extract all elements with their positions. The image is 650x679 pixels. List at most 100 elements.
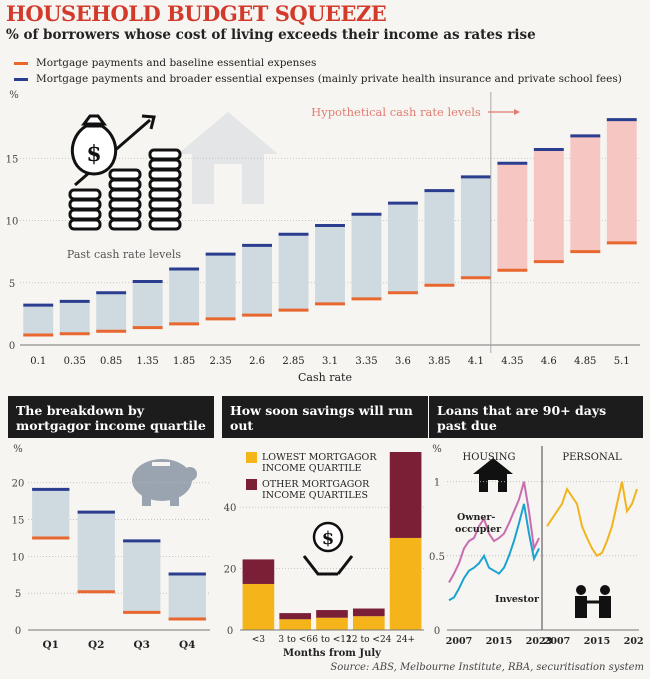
- y-axis-label: %: [9, 90, 19, 101]
- x-tick-label: <3: [252, 635, 266, 645]
- bar-range: [23, 305, 54, 336]
- y-tick-label: 5: [9, 279, 15, 290]
- hypothetical-arrow-head: [514, 109, 520, 115]
- x-tick-label: 2007: [544, 636, 570, 647]
- y-tick-label: 40: [224, 503, 237, 514]
- x-tick-label: 24+: [396, 635, 415, 645]
- series-line: [448, 503, 540, 602]
- arrears-panel-title: Loans that are 90+ days past due: [429, 396, 643, 438]
- page-subtitle: % of borrowers whose cost of living exce…: [6, 27, 536, 43]
- bar-other-quartiles: [316, 610, 348, 618]
- bar-range: [460, 176, 491, 278]
- y-tick-label: 1: [434, 478, 440, 489]
- x-tick-label: 0.35: [64, 356, 86, 367]
- y-tick-label: 5: [15, 589, 21, 600]
- x-tick-label: 5.1: [614, 356, 630, 367]
- source-note: Source: ABS, Melbourne Institute, RBA, s…: [330, 662, 644, 673]
- bar-range: [278, 234, 309, 311]
- x-tick-label: 0.85: [100, 356, 122, 367]
- x-axis-label: Cash rate: [298, 371, 352, 384]
- personal-label: PERSONAL: [562, 452, 622, 463]
- x-tick-label: 1.35: [137, 356, 159, 367]
- x-tick-label: 3 to <6: [278, 635, 312, 645]
- bar-lowest-quartile: [352, 616, 385, 630]
- quartile-chart: 0 5 10 15 20% Q1 Q2 Q3 Q4: [12, 444, 210, 651]
- bar-range: [387, 203, 418, 293]
- x-tick-label: 4.6: [541, 356, 557, 367]
- x-tick-label: Q3: [134, 639, 150, 651]
- bar-other-quartiles: [389, 452, 422, 538]
- bar-range: [59, 301, 90, 334]
- x-tick-label: 1.85: [173, 356, 195, 367]
- house-small-icon: [473, 458, 513, 492]
- x-tick-label: Q2: [88, 639, 104, 651]
- savings-panel-title: How soon savings will run out: [222, 396, 428, 438]
- piggy-bank-icon: [132, 459, 197, 506]
- x-tick-label: 2023: [526, 636, 552, 647]
- x-tick-label: 2.6: [249, 356, 265, 367]
- legend-baseline: Mortgage payments and baseline essential…: [14, 57, 316, 69]
- x-tick-label: 3.35: [355, 356, 377, 367]
- bar-range: [242, 245, 273, 316]
- y-tick-label: 15: [6, 154, 19, 165]
- x-tick-label: 2015: [584, 636, 610, 647]
- bar-lowest-quartile: [242, 583, 275, 630]
- money-bag-icon: $: [70, 114, 118, 176]
- y-tick-label: 0.5: [429, 552, 445, 563]
- owner-label-1: Owner-: [457, 512, 495, 523]
- x-tick-label: 2015: [486, 636, 512, 647]
- y-tick-label: 0: [434, 626, 440, 637]
- legend-broader: Mortgage payments and broader essential …: [14, 73, 622, 85]
- x-tick-label: 2007: [446, 636, 472, 647]
- bar-other-quartiles: [352, 608, 385, 617]
- bar-range: [77, 512, 115, 592]
- x-tick-label: 12 to <24: [346, 635, 391, 645]
- x-tick-label: 3.85: [428, 356, 450, 367]
- x-axis-label: Months from July: [283, 648, 382, 659]
- svg-text:$: $: [322, 528, 335, 549]
- bar-range: [351, 214, 382, 299]
- quartile-panel-title: The breakdown by mortgagor income quarti…: [8, 396, 214, 438]
- x-tick-label: 2023: [624, 636, 643, 647]
- legend-label-baseline: Mortgage payments and baseline essential…: [36, 57, 317, 69]
- y-tick-label: 0: [15, 626, 21, 637]
- x-tick-label: 3.6: [395, 356, 411, 367]
- past-annotation: Past cash rate levels: [67, 248, 181, 261]
- x-tick-label: 6 to <12: [312, 635, 351, 645]
- investor-label: Investor: [495, 594, 540, 605]
- legend-label-lowest-1: LOWEST MORTGAGOR: [262, 452, 377, 463]
- money-hands-icon: $: [302, 521, 354, 576]
- x-tick-label: 2.35: [209, 356, 231, 367]
- bar-range: [606, 119, 637, 243]
- y-tick-label: 0: [9, 341, 15, 352]
- x-tick-label: 4.85: [574, 356, 596, 367]
- legend-swatch-lowest: [246, 452, 257, 463]
- bar-range: [497, 163, 528, 271]
- bar-range: [32, 489, 70, 538]
- bar-range: [533, 149, 564, 262]
- y-axis-label: %: [13, 444, 23, 455]
- series-line: [448, 481, 540, 583]
- legend-label-broader: Mortgage payments and broader essential …: [36, 73, 622, 85]
- legend-swatch-broader: [14, 77, 28, 81]
- bar-range: [132, 281, 163, 328]
- y-tick-label: 10: [12, 552, 25, 563]
- bar-range: [123, 540, 161, 613]
- hypothetical-annotation: Hypothetical cash rate levels: [311, 105, 481, 119]
- x-tick-label: 2.85: [282, 356, 304, 367]
- legend-swatch-baseline: [14, 61, 28, 65]
- x-tick-label: 3.1: [322, 356, 338, 367]
- arrears-chart: %00.51200720152023200720152023HOUSINGPER…: [429, 444, 643, 647]
- bar-lowest-quartile: [279, 619, 312, 630]
- y-tick-label: 20: [12, 479, 25, 490]
- bar-other-quartiles: [279, 613, 312, 620]
- bar-range: [205, 254, 236, 319]
- people-icon: [575, 585, 611, 618]
- y-axis-label: %: [432, 444, 442, 455]
- bar-lowest-quartile: [316, 617, 348, 630]
- x-tick-label: Q4: [179, 639, 195, 651]
- series-line: [546, 481, 638, 558]
- bar-range: [315, 225, 345, 304]
- bar-range: [168, 574, 206, 619]
- bar-lowest-quartile: [389, 537, 422, 630]
